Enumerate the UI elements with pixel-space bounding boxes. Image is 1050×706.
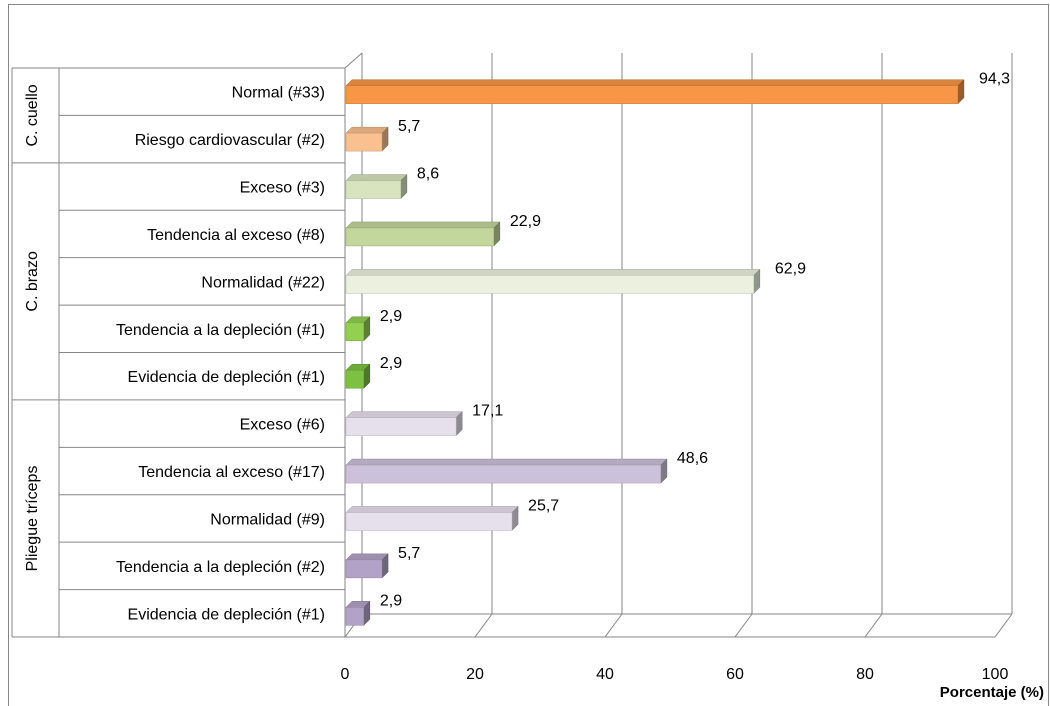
bar xyxy=(345,322,365,342)
category-label: Evidencia de depleción (#1) xyxy=(128,369,325,386)
category-label: Tendencia al exceso (#17) xyxy=(138,464,325,481)
bar-top xyxy=(345,126,389,134)
category-label: Normalidad (#22) xyxy=(201,274,325,291)
data-label: 2,9 xyxy=(380,355,402,372)
group-label: Pliegue tríceps xyxy=(24,466,41,572)
floor-line xyxy=(994,613,1013,638)
floor-line xyxy=(734,613,753,638)
category-label: Exceso (#6) xyxy=(240,417,325,434)
category-label: Evidencia de depleción (#1) xyxy=(128,606,325,623)
bar xyxy=(345,275,755,294)
data-label: 5,7 xyxy=(398,118,420,135)
bar-top xyxy=(345,79,965,86)
x-tick-label: 60 xyxy=(726,666,744,683)
data-label: 5,7 xyxy=(398,545,420,562)
group-label: C. cuello xyxy=(24,84,41,146)
category-label: Riesgo cardiovascular (#2) xyxy=(135,132,325,149)
data-label: 17,1 xyxy=(472,403,503,420)
group-label: C. brazo xyxy=(24,251,41,312)
data-label: 48,6 xyxy=(677,450,708,467)
x-tick-label: 40 xyxy=(596,666,614,683)
data-label: 25,7 xyxy=(528,497,559,514)
floor-line xyxy=(604,613,623,638)
bar xyxy=(345,180,402,199)
bar xyxy=(345,607,365,626)
bar-top xyxy=(345,411,463,418)
bar xyxy=(345,227,495,247)
category-label: Tendencia al exceso (#8) xyxy=(147,227,325,244)
category-label: Tendencia a la depleción (#1) xyxy=(116,322,325,339)
category-label: Normal (#33) xyxy=(232,85,325,102)
data-label: 22,9 xyxy=(510,213,541,230)
bar-top xyxy=(345,458,668,466)
bar-top xyxy=(345,553,389,561)
bar-top xyxy=(345,506,519,513)
chart-frame xyxy=(8,4,1049,706)
bar xyxy=(345,417,457,436)
data-label: 94,3 xyxy=(979,71,1010,88)
bar-top xyxy=(345,221,501,229)
data-label: 62,9 xyxy=(775,260,806,277)
bar xyxy=(345,85,959,104)
data-label: 8,6 xyxy=(417,166,439,183)
bar-top xyxy=(345,269,761,276)
x-tick-label: 20 xyxy=(466,666,484,683)
bar xyxy=(345,464,662,484)
category-label: Exceso (#3) xyxy=(240,180,325,197)
bar xyxy=(345,559,383,579)
bar xyxy=(345,512,513,531)
bar-top xyxy=(345,174,408,181)
floor-line xyxy=(864,613,883,638)
x-axis-title: Porcentaje (%) xyxy=(940,684,1044,701)
x-tick-label: 80 xyxy=(856,666,874,683)
bar xyxy=(345,369,365,389)
category-label: Tendencia a la depleción (#2) xyxy=(116,559,325,576)
bar-layer xyxy=(345,79,965,626)
bar xyxy=(345,132,383,152)
data-label: 2,9 xyxy=(380,592,402,609)
x-tick-label: 100 xyxy=(982,666,1009,683)
data-label: 2,9 xyxy=(380,308,402,325)
category-label: Normalidad (#9) xyxy=(210,511,325,528)
floor-line xyxy=(474,613,493,638)
label-layer: Normal (#33) 94,3 Riesgo cardiovascular (#… xyxy=(24,71,1010,624)
x-tick-label: 0 xyxy=(341,666,350,683)
axis-layer: 0 20 40 60 80 100 xyxy=(11,67,1009,683)
wall-top-edge xyxy=(344,52,363,69)
